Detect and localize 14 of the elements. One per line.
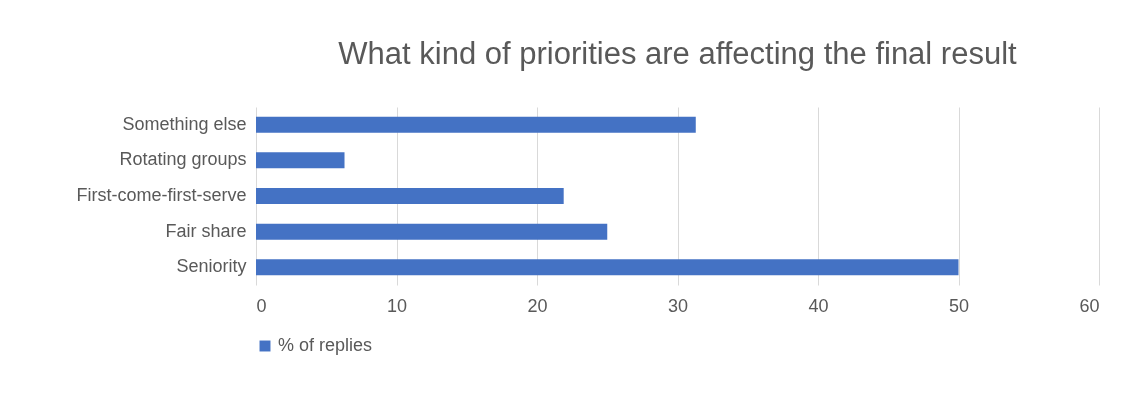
y-tick-label: Something else (122, 113, 247, 134)
y-tick-label: First-come-first-serve (76, 185, 247, 205)
y-tick-label: Fair share (165, 220, 247, 241)
x-tick-label: 10 (386, 295, 408, 316)
y-tick-label: Rotating groups (119, 149, 247, 170)
x-tick-label: 50 (948, 295, 970, 316)
x-tick-label: 20 (527, 295, 548, 316)
chart-title: What kind of priorities are affecting the final result (338, 36, 1018, 71)
x-tick-label: 0 (256, 295, 267, 316)
legend-label: % of replies (278, 335, 373, 355)
y-tick-label: Seniority (176, 256, 247, 277)
x-tick-label: 40 (808, 295, 829, 316)
x-tick-label: 30 (667, 295, 689, 316)
x-tick-label: 60 (1079, 295, 1100, 316)
